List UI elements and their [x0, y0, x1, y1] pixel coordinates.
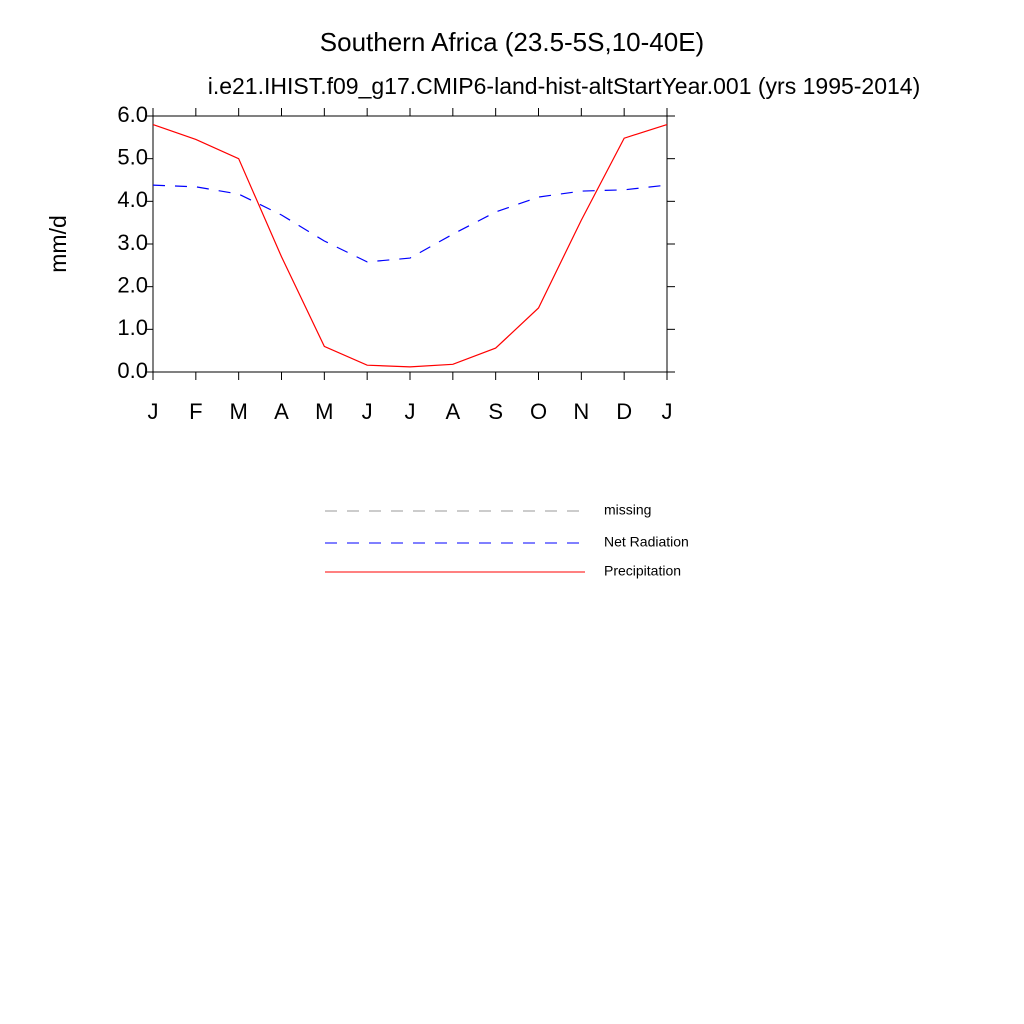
legend-label: missing — [604, 502, 651, 518]
x-tick-label: M — [230, 399, 248, 424]
x-tick-label: A — [445, 399, 460, 424]
x-tick-label: J — [662, 399, 673, 424]
y-tick-label: 4.0 — [117, 187, 148, 212]
x-tick-label: O — [530, 399, 547, 424]
x-tick-label: A — [274, 399, 289, 424]
legend-label: Net Radiation — [604, 534, 689, 550]
legend-label: Precipitation — [604, 563, 681, 579]
y-tick-label: 3.0 — [117, 230, 148, 255]
x-tick-label: M — [315, 399, 333, 424]
x-tick-label: D — [616, 399, 632, 424]
series-line — [152, 184, 668, 263]
y-axis-label: mm/d — [45, 215, 71, 273]
x-tick-label: F — [189, 399, 202, 424]
x-tick-label: J — [362, 399, 373, 424]
y-tick-label: 5.0 — [117, 144, 148, 169]
y-tick-label: 0.0 — [117, 358, 148, 383]
y-tick-label: 2.0 — [117, 272, 148, 297]
x-tick-label: S — [488, 399, 503, 424]
y-tick-label: 1.0 — [117, 315, 148, 340]
x-tick-label: J — [405, 399, 416, 424]
chart-title: Southern Africa (23.5-5S,10-40E) — [320, 27, 704, 57]
y-tick-label: 6.0 — [117, 102, 148, 127]
chart-subtitle: i.e21.IHIST.f09_g17.CMIP6-land-hist-altS… — [208, 73, 921, 99]
x-tick-label: J — [148, 399, 159, 424]
x-tick-label: N — [573, 399, 589, 424]
series-line — [152, 123, 668, 368]
